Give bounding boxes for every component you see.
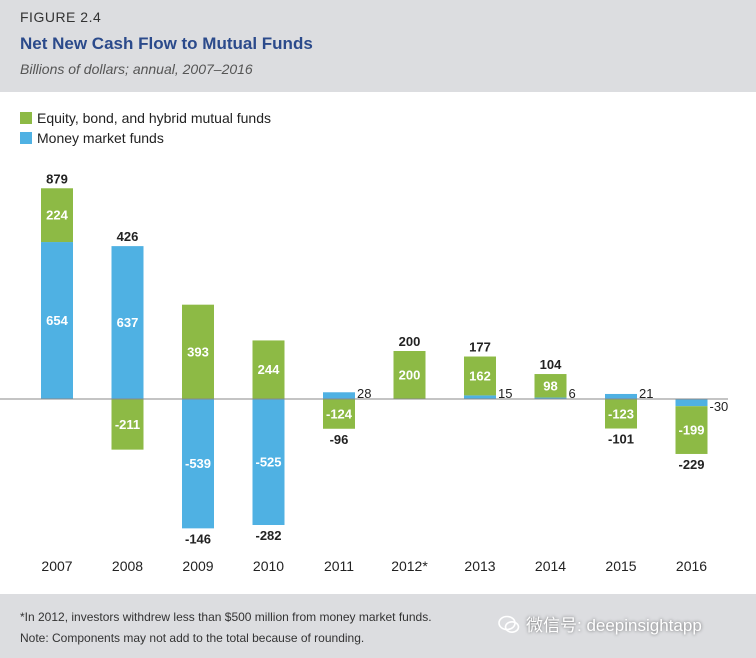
segment-label-money: -525 bbox=[255, 455, 281, 470]
stacked-bar-chart: 654 224 879 2007 637 -211 426 2008 -539 393 -146 20… bbox=[0, 171, 729, 574]
total-label: 426 bbox=[117, 229, 139, 244]
bar-segment-money bbox=[252, 399, 285, 525]
segment-label-equity: 98 bbox=[543, 378, 557, 393]
bar-segment-money bbox=[675, 399, 708, 407]
bar-segment-equity bbox=[41, 188, 73, 243]
bar-segment-money bbox=[41, 242, 73, 399]
segment-label-equity: -123 bbox=[608, 406, 634, 421]
segment-label-money: 654 bbox=[46, 313, 68, 328]
bar-segment-equity bbox=[534, 374, 567, 398]
footnote: *In 2012, investors withdrew less than $… bbox=[20, 610, 432, 624]
segment-label-equity: 224 bbox=[46, 208, 68, 223]
segment-label-money: 21 bbox=[639, 386, 653, 401]
bar-segment-money bbox=[534, 397, 567, 399]
bar-segment-equity bbox=[605, 399, 637, 429]
legend-item-money-market: Money market funds bbox=[20, 130, 164, 146]
rounding-note: Note: Components may not add to the tota… bbox=[20, 631, 365, 645]
segment-label-money: 6 bbox=[569, 386, 576, 401]
category-label: 2013 bbox=[464, 558, 495, 574]
category-label: 2014 bbox=[535, 558, 566, 574]
segment-label-money: -30 bbox=[710, 399, 729, 414]
chart-title: Net New Cash Flow to Mutual Funds bbox=[20, 34, 313, 53]
bar-segment-equity bbox=[464, 356, 496, 396]
wechat-icon bbox=[498, 615, 520, 640]
legend-swatch-equity bbox=[20, 112, 32, 124]
total-label: 177 bbox=[469, 340, 491, 355]
segment-label-money: 15 bbox=[498, 386, 512, 401]
segment-label-money: 28 bbox=[357, 386, 371, 401]
figure-header: FIGURE 2.4 Net New Cash Flow to Mutual F… bbox=[0, 0, 756, 92]
total-label: 879 bbox=[46, 171, 68, 186]
total-label: -96 bbox=[330, 432, 349, 447]
segment-label-equity: 162 bbox=[469, 368, 491, 383]
bar-segment-equity bbox=[111, 399, 144, 450]
total-label: -229 bbox=[678, 457, 704, 472]
bar-segment-money bbox=[323, 392, 355, 399]
segment-label-equity: -124 bbox=[326, 406, 353, 421]
bar-segment-money bbox=[464, 395, 496, 399]
bar-segment-money bbox=[605, 393, 637, 399]
watermark: 微信号: deepinsightapp bbox=[498, 611, 702, 640]
segment-label-equity: -211 bbox=[115, 417, 140, 432]
category-label: 2008 bbox=[112, 558, 143, 574]
bar-segment-equity bbox=[675, 406, 708, 454]
figure-footer: *In 2012, investors withdrew less than $… bbox=[0, 594, 756, 658]
bar-segment-equity bbox=[393, 351, 426, 399]
total-label: 200 bbox=[399, 334, 421, 349]
legend-label-money-market: Money market funds bbox=[37, 130, 164, 146]
chart-subtitle: Billions of dollars; annual, 2007–2016 bbox=[20, 61, 253, 77]
category-label: 2012* bbox=[391, 558, 428, 574]
segment-label-money: -539 bbox=[185, 456, 211, 471]
category-label: 2015 bbox=[605, 558, 636, 574]
legend-item-equity: Equity, bond, and hybrid mutual funds bbox=[20, 110, 271, 126]
bar-segment-equity bbox=[182, 304, 214, 399]
total-label: -282 bbox=[255, 528, 281, 543]
category-label: 2011 bbox=[324, 558, 354, 574]
category-label: 2016 bbox=[676, 558, 707, 574]
legend-label-equity: Equity, bond, and hybrid mutual funds bbox=[37, 110, 272, 126]
segment-label-money: 637 bbox=[117, 315, 139, 330]
segment-label-equity: -199 bbox=[678, 423, 704, 438]
bar-segment-equity bbox=[323, 399, 355, 429]
segment-label-equity: 393 bbox=[187, 344, 209, 359]
category-label: 2010 bbox=[253, 558, 284, 574]
total-label: 104 bbox=[540, 357, 562, 372]
category-label: 2009 bbox=[182, 558, 213, 574]
legend-swatch-money-market bbox=[20, 132, 32, 144]
category-label: 2007 bbox=[41, 558, 72, 574]
bar-segment-equity bbox=[252, 340, 285, 399]
total-label: -101 bbox=[608, 432, 634, 447]
figure-label: FIGURE 2.4 bbox=[20, 9, 102, 25]
segment-label-equity: 200 bbox=[399, 368, 421, 383]
segment-label-equity: 244 bbox=[258, 362, 280, 377]
total-label: -146 bbox=[185, 531, 211, 546]
bar-segment-money bbox=[182, 399, 214, 529]
watermark-text: 微信号: deepinsightapp bbox=[526, 616, 702, 635]
bar-segment-money bbox=[111, 246, 144, 399]
